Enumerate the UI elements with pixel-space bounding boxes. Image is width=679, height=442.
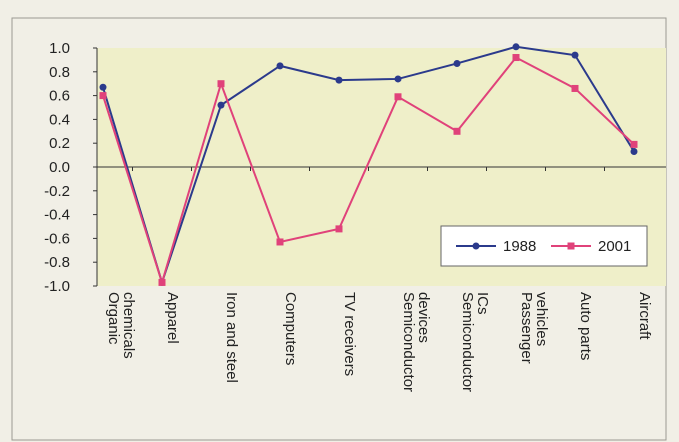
category-label: Iron and steel — [223, 292, 240, 383]
data-point-2001 — [99, 92, 107, 100]
category-label: ICs — [474, 292, 491, 315]
y-tick-label: -1.0 — [44, 278, 70, 295]
data-point-2001 — [217, 80, 225, 88]
data-point-1988 — [217, 101, 225, 109]
series-line-1988 — [102, 45, 635, 286]
category-label: Organic — [105, 292, 122, 345]
y-tick-label: -0.8 — [44, 254, 70, 271]
legend-label-1988: 1988 — [503, 238, 536, 255]
legend-marker-2001 — [567, 242, 575, 250]
category-label: chemicals — [120, 292, 137, 359]
data-point-2001 — [571, 84, 579, 92]
data-point-2001 — [276, 238, 284, 246]
data-point-1988 — [512, 43, 520, 51]
data-point-1988 — [453, 59, 461, 67]
y-tick-label: -0.6 — [44, 230, 70, 247]
data-point-1988 — [394, 75, 402, 83]
data-point-1988 — [571, 51, 579, 59]
data-point-2001 — [630, 140, 638, 148]
data-point-1988 — [276, 62, 284, 70]
y-tick-label: -0.2 — [44, 183, 70, 200]
category-label: Computers — [282, 292, 299, 365]
y-tick-label: 0.4 — [49, 111, 70, 128]
data-point-1988 — [335, 76, 343, 84]
data-point-2001 — [158, 278, 166, 286]
category-label: Semiconductor — [400, 292, 417, 392]
y-tick-label: 1.0 — [49, 40, 70, 57]
data-point-2001 — [512, 54, 520, 62]
data-point-2001 — [453, 127, 461, 135]
category-label: Passenger — [518, 292, 535, 364]
y-tick-label: -0.4 — [44, 207, 70, 224]
legend-marker-1988 — [472, 242, 480, 250]
category-label: vehicles — [533, 292, 550, 346]
y-tick-label: 0.6 — [49, 88, 70, 105]
y-tick-label: 0.0 — [49, 159, 70, 176]
series-line-2001 — [102, 56, 635, 286]
y-tick-label: 0.8 — [49, 64, 70, 81]
category-label: Auto parts — [577, 292, 594, 360]
category-label: devices — [415, 292, 432, 343]
data-point-2001 — [335, 225, 343, 233]
y-tick-label: 0.2 — [49, 135, 70, 152]
category-label: Semiconductor — [459, 292, 476, 392]
legend-label-2001: 2001 — [598, 238, 631, 255]
category-label: Apparel — [164, 292, 181, 344]
category-label: Aircraft — [636, 292, 653, 340]
data-point-1988 — [99, 83, 107, 91]
data-point-1988 — [630, 148, 638, 156]
category-label: TV receivers — [341, 292, 358, 376]
data-point-2001 — [394, 93, 402, 101]
